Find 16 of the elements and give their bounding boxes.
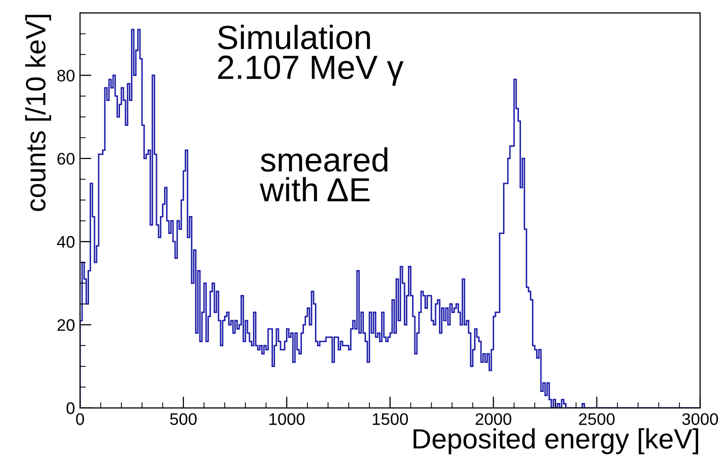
annotation: smeared with ΔE [260,147,388,202]
x-tick-label: 500 [170,413,197,426]
x-tick-label: 1500 [372,413,408,426]
y-tick-label: 60 [57,152,75,165]
y-tick-label: 40 [57,236,75,248]
x-axis-title: Deposited energy [keV] [414,428,698,454]
x-tick-label: 2500 [579,413,615,426]
x-tick-label: 0 [76,413,84,426]
x-tick-label: 3000 [682,413,718,426]
y-tick-label: 20 [57,319,75,331]
y-axis-title: counts [/10 keV] [25,14,52,211]
y-tick-label: 0 [66,402,75,414]
annotation: Simulation 2.107 MeV γ [218,24,404,86]
x-tick-label: 1000 [269,413,305,426]
y-tick-label: 80 [57,70,75,82]
x-tick-label: 2000 [476,413,512,426]
